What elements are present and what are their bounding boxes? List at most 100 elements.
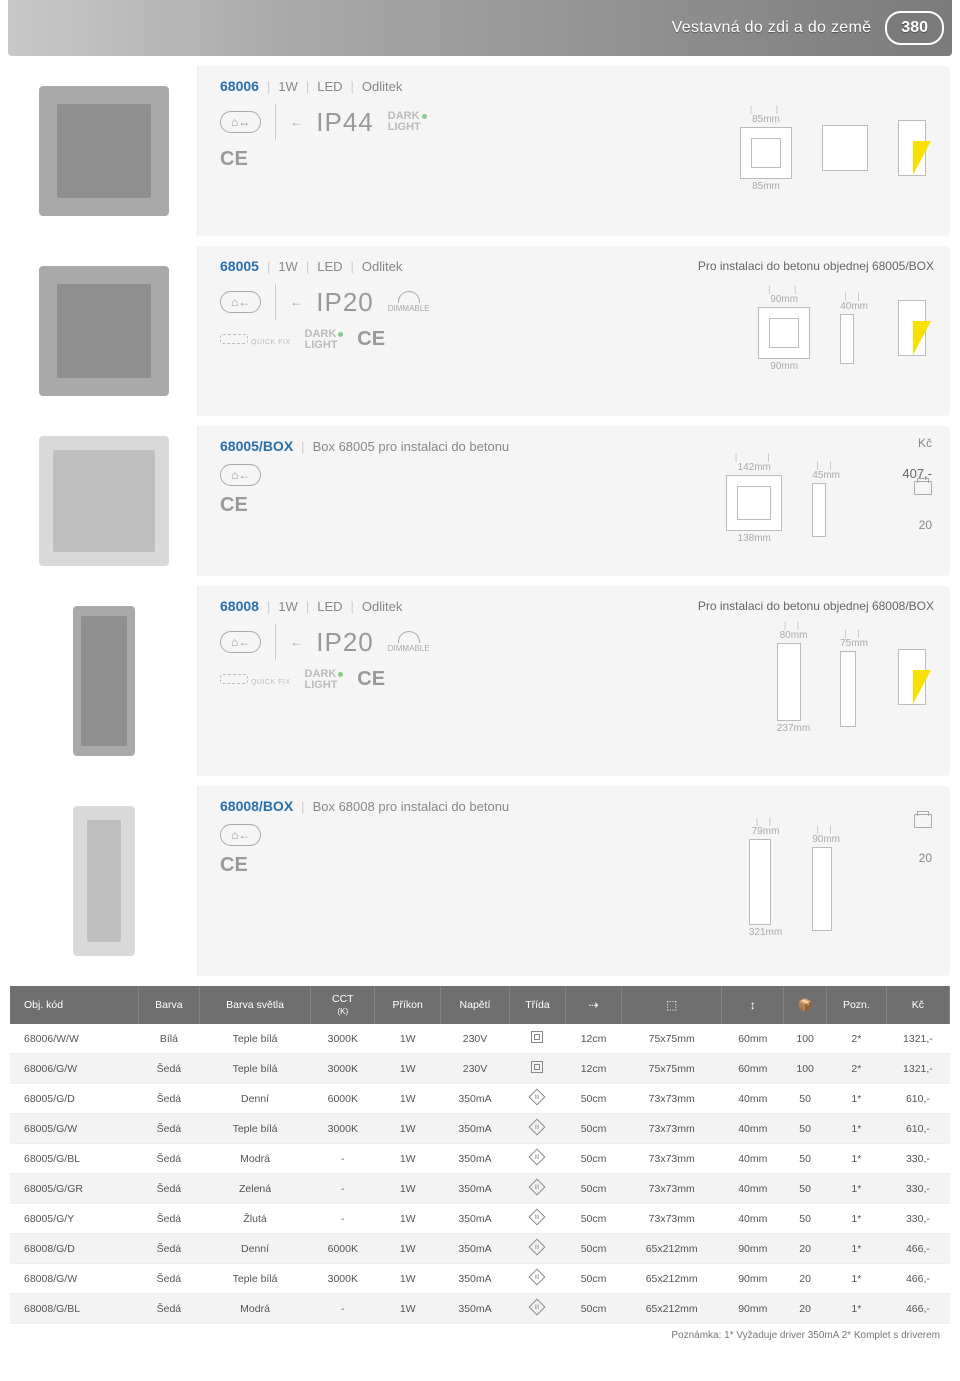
table-cell: 1321,- (886, 1024, 949, 1054)
dimmable-icon: DIMMABLE (388, 291, 430, 313)
table-cell: 50 (784, 1084, 827, 1114)
table-cell: 73x73mm (622, 1114, 722, 1144)
header-right: Vestavná do zdi a do země 380 (672, 0, 952, 56)
product-tag: LED (317, 599, 342, 614)
table-cell: Šedá (138, 1084, 199, 1114)
table-cell: 350mA (441, 1174, 510, 1204)
table-cell: - (311, 1174, 375, 1204)
dim-depth: 90mm (812, 834, 840, 845)
ce-mark-icon: CE (357, 328, 385, 351)
table-cell: 73x73mm (622, 1084, 722, 1114)
table-col-header: Třída (509, 986, 565, 1024)
table-cell: 50 (784, 1204, 827, 1234)
table-cell: 1W (375, 1204, 441, 1234)
product-tag: 1W (278, 79, 298, 94)
dim-width: 90mm (758, 294, 810, 305)
dim-depth: 75mm (840, 638, 868, 649)
class3-icon (529, 1179, 546, 1196)
table-cell (509, 1114, 565, 1144)
table-cell: 230V (441, 1024, 510, 1054)
table-cell: 60mm (722, 1054, 784, 1084)
product-code: 68005/BOX (220, 438, 293, 454)
table-cell: 330,- (886, 1204, 949, 1234)
table-cell: 68006/W/W (10, 1024, 138, 1054)
ce-mark-icon: CE (357, 668, 385, 691)
table-cell: 50cm (565, 1084, 621, 1114)
table-cell: 40mm (722, 1114, 784, 1144)
table-col-header: Barva světla (199, 986, 310, 1024)
table-cell: 350mA (441, 1204, 510, 1234)
class3-icon (529, 1119, 546, 1136)
table-cell: - (311, 1204, 375, 1234)
table-cell: Teple bílá (199, 1264, 310, 1294)
class2-icon (531, 1061, 543, 1073)
table-row: 68005/G/YŠedáŽlutá-1W350mA50cm73x73mm40m… (10, 1204, 950, 1234)
product-row-68008: 68008 |1W |LED |Odlitek Pro instalaci do… (10, 586, 950, 776)
table-cell: 65x212mm (622, 1264, 722, 1294)
class3-icon (529, 1089, 546, 1106)
table-cell: 1* (826, 1264, 886, 1294)
table-col-header: Barva (138, 986, 199, 1024)
table-cell: 68005/G/Y (10, 1204, 138, 1234)
product-row-68006: 68006 |1W |LED |Odlitek ⌂↔ ← IP44 DARKLI… (10, 66, 950, 236)
dim-icon: ⬚ (666, 998, 677, 1012)
dark-light-icon: DARKLIGHT (305, 329, 344, 351)
table-cell: 50 (784, 1114, 827, 1144)
table-cell: Šedá (138, 1144, 199, 1174)
table-cell: 12cm (565, 1054, 621, 1084)
table-cell: 75x75mm (622, 1024, 722, 1054)
table-cell: 40mm (722, 1144, 784, 1174)
install-icon: ⌂← (220, 464, 261, 486)
dimmable-icon: DIMMABLE (388, 631, 430, 653)
product-tag: 1W (278, 259, 298, 274)
beam-icon (898, 300, 926, 356)
table-cell: 100 (784, 1024, 827, 1054)
table-cell: Denní (199, 1084, 310, 1114)
dim-depth: 40mm (840, 301, 868, 312)
dim-width: 79mm (749, 826, 782, 837)
product-tag: Box 68005 pro instalaci do betonu (313, 439, 510, 454)
table-cell: 68005/G/D (10, 1084, 138, 1114)
height-icon: ↕ (750, 998, 756, 1012)
table-cell: Zelená (199, 1174, 310, 1204)
page-number-badge: 380 (885, 11, 944, 45)
table-cell: Žlutá (199, 1204, 310, 1234)
table-cell: 90mm (722, 1234, 784, 1264)
quickfix-icon: QUICK FIX (220, 334, 291, 346)
product-tag: Odlitek (362, 79, 402, 94)
table-col-header: CCT(K) (311, 986, 375, 1024)
table-row: 68008/G/DŠedáDenní6000K1W350mA50cm65x212… (10, 1234, 950, 1264)
table-cell: 50cm (565, 1264, 621, 1294)
product-code: 68005 (220, 258, 259, 274)
ip-rating: IP20 (316, 627, 374, 658)
class2-icon (531, 1031, 543, 1043)
dim-width: 142mm (726, 462, 782, 473)
class3-icon (529, 1299, 546, 1316)
table-cell: 3000K (311, 1114, 375, 1144)
table-row: 68005/G/GRŠedáZelená-1W350mA50cm73x73mm4… (10, 1174, 950, 1204)
table-cell: 68008/G/D (10, 1234, 138, 1264)
class3-icon (529, 1209, 546, 1226)
dark-light-icon: DARKLIGHT (388, 111, 427, 133)
table-cell: 50cm (565, 1234, 621, 1264)
product-image (10, 426, 198, 576)
table-cell: 3000K (311, 1024, 375, 1054)
table-cell: 1W (375, 1144, 441, 1174)
table-cell (509, 1054, 565, 1084)
table-cell: 12cm (565, 1024, 621, 1054)
table-cell: 65x212mm (622, 1294, 722, 1324)
table-cell: 68006/G/W (10, 1054, 138, 1084)
table-cell: 73x73mm (622, 1204, 722, 1234)
beam-icon (898, 120, 926, 176)
table-cell: 2* (826, 1024, 886, 1054)
table-cell: 68005/G/BL (10, 1144, 138, 1174)
table-cell: 60mm (722, 1024, 784, 1054)
table-cell: 230V (441, 1054, 510, 1084)
class3-icon (529, 1239, 546, 1256)
table-cell: Šedá (138, 1204, 199, 1234)
chain-icon: ⇢ (589, 998, 599, 1012)
table-cell (509, 1294, 565, 1324)
dim-height: 85mm (740, 181, 792, 192)
table-cell: 350mA (441, 1084, 510, 1114)
table-cell: 50cm (565, 1204, 621, 1234)
